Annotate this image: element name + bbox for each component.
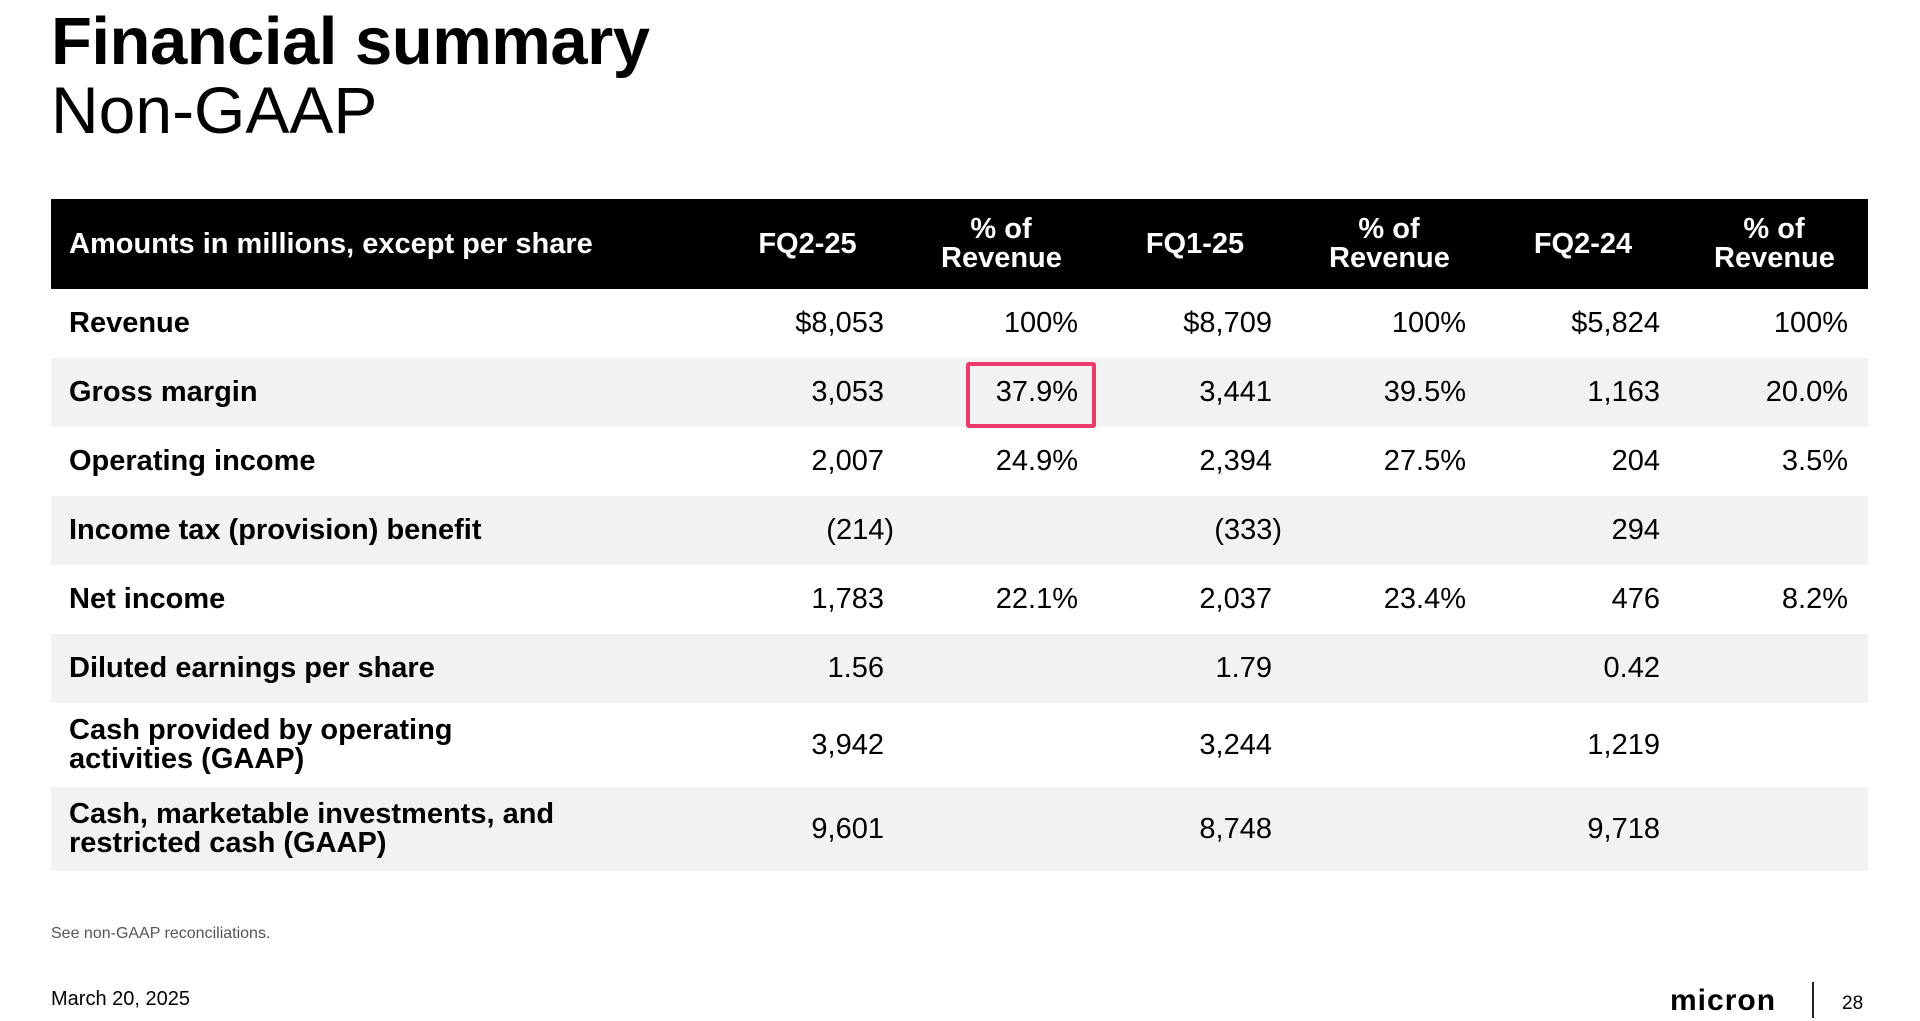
table-cell: 1,219 [1587,728,1660,761]
table-header-row: Amounts in millions, except per share FQ… [51,199,1868,289]
table-row-revenue: Revenue $8,053 100% $8,709 100% $5,824 1… [51,289,1868,358]
table-cell: $5,824 [1571,307,1660,339]
table-cell: 100% [1003,307,1078,339]
table-cell: 8,748 [1098,787,1292,871]
table-cell: (333) [1098,496,1292,565]
table-row-diluted-eps: Diluted earnings per share 1.56 1.79 0.4… [51,634,1868,703]
header-pct-fq1-25: % of Revenue [1292,199,1486,289]
table-row-operating-income: Operating income 2,007 24.9% 2,394 27.5%… [51,427,1868,496]
slide-date: March 20, 2025 [51,988,190,1010]
table-cell: 20.0% [1680,358,1868,427]
table-cell-highlighted: 37.9% [904,358,1098,427]
row-label: Cash provided by operating activities (G… [69,714,453,775]
row-label: Income tax (provision) benefit [51,496,711,565]
row-label: Diluted earnings per share [51,634,711,703]
header-fq2-25: FQ2-25 [711,199,904,289]
table-cell: 1,163 [1486,358,1680,427]
table-cell: 22.1% [995,583,1078,615]
table-cell: 100% [1391,307,1466,339]
footnote: See non-GAAP reconciliations. [51,925,271,942]
table-cell [1292,787,1486,871]
table-cell: 3,942 [811,728,884,761]
table-cell [904,496,1098,565]
table-cell: 9,601 [711,787,904,871]
table-cell: (214) [711,496,904,565]
page-number: 28 [1842,993,1864,1014]
table-cell: 476 [1611,583,1660,615]
table-row-gross-margin: Gross margin 3,053 37.9% 3,441 39.5% 1,1… [51,358,1868,427]
table-cell [904,703,1098,787]
slide-title: Financial summary [51,4,650,79]
micron-logo: micron [1670,984,1776,1017]
table-cell: 23.4% [1383,583,1466,615]
table-cell [904,634,1098,703]
header-pct-fq2-25: % of Revenue [904,199,1098,289]
table-cell: 204 [1611,445,1660,477]
table-cell [1680,634,1868,703]
table-cell: 3,441 [1098,358,1292,427]
footer-divider [1812,982,1814,1018]
row-label: Operating income [69,445,316,477]
table-cell: 3,053 [711,358,904,427]
table-row-operating-cash: Cash provided by operating activities (G… [51,703,1868,787]
table-cell [1680,787,1868,871]
table-cell: 1,783 [811,583,884,615]
table-cell: 100% [1773,307,1848,339]
table-cell: 2,007 [811,445,884,477]
svg-text:micron: micron [1670,984,1776,1017]
row-label: Gross margin [51,358,711,427]
table-row-net-income: Net income 1,783 22.1% 2,037 23.4% 476 8… [51,565,1868,634]
row-label: Revenue [69,307,190,339]
table-cell: $8,053 [795,307,884,339]
table-cell [1680,703,1868,787]
table-cell: 2,394 [1199,445,1272,477]
table-row-income-tax: Income tax (provision) benefit (214) (33… [51,496,1868,565]
table-cell: 24.9% [995,445,1078,477]
header-amounts: Amounts in millions, except per share [51,199,711,289]
slide-subtitle: Non-GAAP [51,73,378,147]
header-pct-fq2-24: % of Revenue [1680,199,1868,289]
table-cell: 2,037 [1199,583,1272,615]
table-row-cash-investments: Cash, marketable investments, and restri… [51,787,1868,871]
table-cell [904,787,1098,871]
table-cell: 9,718 [1486,787,1680,871]
highlight-box [966,362,1096,428]
table-cell: 3.5% [1781,445,1848,477]
table-cell: 39.5% [1292,358,1486,427]
table-cell: $8,709 [1183,307,1272,339]
table-cell [1680,496,1868,565]
header-fq1-25: FQ1-25 [1098,199,1292,289]
table-cell: 1.79 [1098,634,1292,703]
table-cell: 27.5% [1383,445,1466,477]
row-label: Net income [69,583,226,615]
header-fq2-24: FQ2-24 [1486,199,1680,289]
table-cell [1292,496,1486,565]
table-cell: 1.56 [711,634,904,703]
table-cell [1292,703,1486,787]
financial-summary-table: Amounts in millions, except per share FQ… [51,199,1868,871]
row-label: Cash, marketable investments, and restri… [51,787,711,871]
table-cell: 0.42 [1486,634,1680,703]
table-cell: 294 [1486,496,1680,565]
table-cell [1292,634,1486,703]
table-cell: 8.2% [1781,583,1848,615]
table-cell: 3,244 [1199,728,1272,761]
